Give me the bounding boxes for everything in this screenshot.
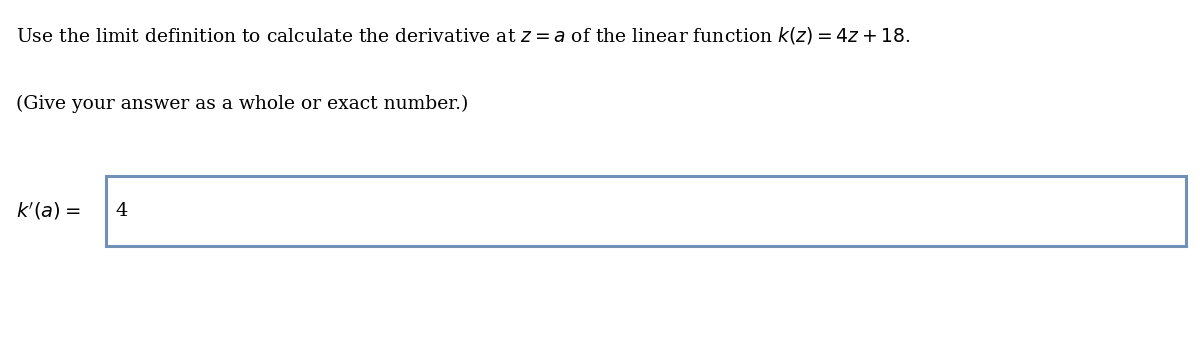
- Text: $k'(a) =$: $k'(a) =$: [16, 200, 80, 222]
- Text: Use the limit definition to calculate the derivative at $z = a$ of the linear fu: Use the limit definition to calculate th…: [16, 25, 910, 46]
- Text: (Give your answer as a whole or exact number.): (Give your answer as a whole or exact nu…: [16, 95, 468, 113]
- FancyBboxPatch shape: [106, 176, 1186, 246]
- Text: 4: 4: [115, 202, 127, 220]
